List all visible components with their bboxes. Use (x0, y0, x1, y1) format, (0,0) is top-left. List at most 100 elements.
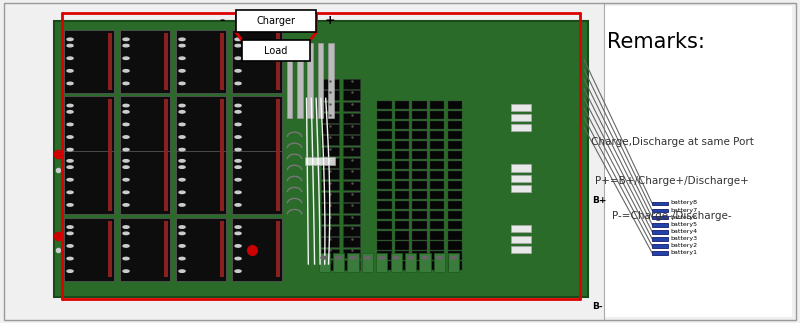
Bar (322, 226, 339, 235)
Bar (413, 141, 427, 149)
Circle shape (179, 123, 185, 126)
Bar (448, 131, 462, 140)
Circle shape (179, 191, 185, 193)
Circle shape (123, 245, 129, 247)
Bar (322, 181, 339, 190)
Bar (322, 101, 339, 111)
Bar (430, 191, 445, 199)
Bar (390, 253, 402, 272)
Text: battery8: battery8 (670, 201, 698, 205)
Bar (430, 151, 445, 160)
Circle shape (123, 110, 129, 113)
Bar (652, 251, 668, 255)
Bar (322, 158, 339, 168)
Bar (343, 136, 361, 145)
Circle shape (123, 82, 129, 85)
Bar (276, 221, 280, 277)
Bar (413, 191, 427, 199)
Bar (322, 124, 339, 134)
Text: battery3: battery3 (670, 236, 698, 241)
Circle shape (179, 104, 185, 107)
Bar (430, 181, 445, 189)
Bar (322, 203, 339, 213)
Bar (322, 136, 339, 145)
Text: -: - (219, 15, 224, 27)
Circle shape (67, 232, 73, 234)
Circle shape (123, 166, 129, 168)
Circle shape (235, 204, 241, 206)
Bar (395, 181, 410, 189)
Text: Remarks:: Remarks: (607, 32, 705, 52)
Bar (413, 231, 427, 239)
Bar (176, 30, 226, 93)
Circle shape (179, 245, 185, 247)
Bar (220, 154, 224, 211)
Bar (242, 40, 310, 61)
Bar (343, 147, 361, 156)
Bar (64, 218, 114, 281)
Bar (395, 191, 410, 199)
Bar (395, 141, 410, 149)
Bar (378, 191, 392, 199)
Bar (378, 161, 392, 169)
Circle shape (235, 232, 241, 234)
Circle shape (179, 160, 185, 162)
Circle shape (67, 204, 73, 206)
Text: B-: B- (592, 302, 602, 311)
Bar (413, 121, 427, 129)
Circle shape (436, 256, 442, 259)
Bar (430, 131, 445, 140)
Bar (343, 249, 361, 258)
Bar (120, 218, 170, 281)
Bar (322, 113, 339, 122)
Circle shape (179, 204, 185, 206)
Bar (395, 121, 410, 129)
Text: Charger: Charger (257, 16, 295, 26)
Bar (164, 99, 168, 156)
Circle shape (422, 256, 428, 259)
Bar (419, 253, 430, 272)
Circle shape (67, 257, 73, 260)
Text: P+=B+/Charge+/Discharge+: P+=B+/Charge+/Discharge+ (595, 176, 749, 186)
Bar (108, 33, 112, 90)
Bar (64, 151, 114, 214)
Circle shape (235, 57, 241, 59)
Bar (413, 151, 427, 160)
Circle shape (123, 136, 129, 138)
Bar (347, 253, 358, 272)
Bar (413, 222, 427, 229)
Circle shape (179, 57, 185, 59)
Bar (430, 141, 445, 149)
Circle shape (123, 44, 129, 47)
Bar (220, 33, 224, 90)
Bar (343, 203, 361, 213)
Bar (395, 131, 410, 140)
Bar (378, 101, 392, 109)
Bar (413, 131, 427, 140)
Bar (448, 211, 462, 220)
Bar (510, 235, 530, 243)
Bar (430, 211, 445, 220)
Bar (413, 161, 427, 169)
Bar (176, 96, 226, 159)
Bar (164, 33, 168, 90)
Bar (652, 209, 668, 212)
Bar (395, 251, 410, 260)
Bar (307, 43, 313, 118)
Bar (510, 225, 530, 232)
Circle shape (235, 110, 241, 113)
Bar (448, 181, 462, 189)
Bar (430, 241, 445, 249)
Bar (395, 202, 410, 209)
Bar (448, 111, 462, 119)
Bar (343, 79, 361, 89)
Bar (378, 111, 392, 119)
Circle shape (179, 166, 185, 168)
Bar (64, 96, 114, 159)
Bar (448, 141, 462, 149)
Circle shape (235, 245, 241, 247)
Bar (378, 141, 392, 149)
Bar (328, 43, 334, 118)
Circle shape (235, 160, 241, 162)
Bar (343, 101, 361, 111)
